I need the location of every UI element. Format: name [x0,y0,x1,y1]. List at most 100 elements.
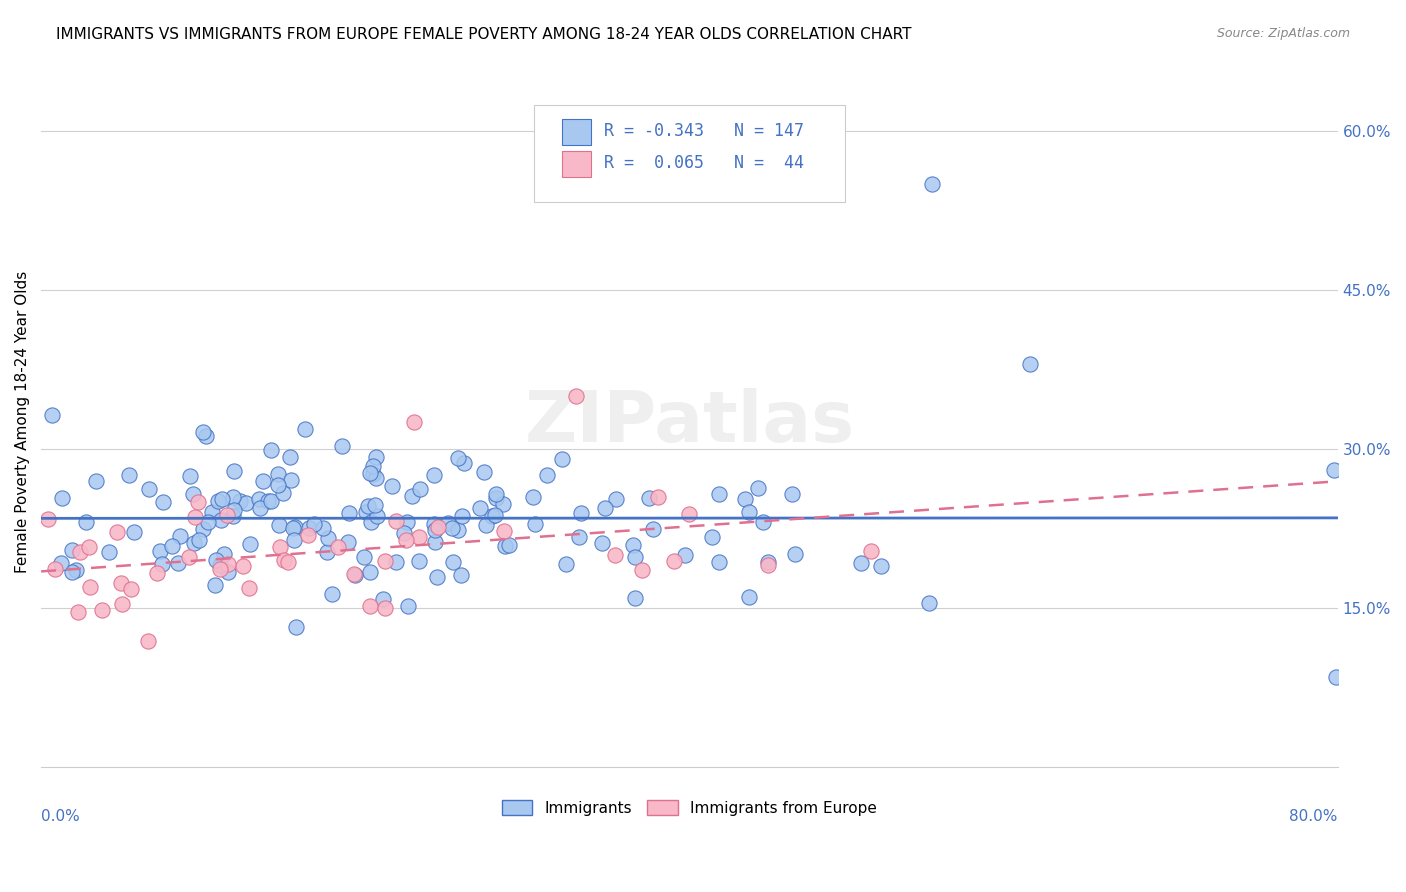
Point [312,521,335,535]
Point [409,482,432,496]
Point [621,538,644,552]
Point [177,549,200,564]
Point [167,556,190,570]
Point [235,496,257,510]
Point [756,555,779,569]
Point [222,491,245,505]
Point [441,555,464,569]
Point [408,554,430,568]
Point [179,468,201,483]
Point [366,450,388,464]
Point [569,506,592,520]
Point [69,545,91,559]
Point [41,408,63,422]
Point [120,582,142,596]
Point [191,522,214,536]
Point [641,522,664,536]
Point [224,503,246,517]
Point [536,468,558,483]
Point [278,450,301,464]
Point [200,505,222,519]
Point [498,538,520,552]
Point [257,493,280,508]
Point [423,467,446,482]
Point [440,521,463,535]
Point [249,500,271,515]
Text: 80.0%: 80.0% [1289,809,1337,823]
Point [523,517,546,532]
Point [339,506,361,520]
Point [194,429,217,443]
Point [494,539,516,553]
Point [183,536,205,550]
Point [522,491,544,505]
Point [707,556,730,570]
Point [756,558,779,573]
Point [702,530,724,544]
Point [485,487,508,501]
Point [494,524,516,539]
Point [427,519,450,533]
Point [75,516,97,530]
Text: R =  0.065   N =  44: R = 0.065 N = 44 [603,154,804,172]
Point [747,481,769,495]
Point [184,510,207,524]
Point [221,508,243,523]
Point [451,509,474,524]
Point [65,563,87,577]
Point [363,467,385,481]
Point [79,580,101,594]
Point [751,515,773,529]
Point [647,491,669,505]
Point [136,633,159,648]
Point [385,555,408,569]
Point [51,556,73,570]
Point [484,508,506,522]
Point [152,495,174,509]
Point [381,479,404,493]
Point [321,587,343,601]
Point [84,474,107,488]
Point [859,543,882,558]
Point [425,523,447,537]
Point [318,531,340,545]
Point [734,492,756,507]
Point [425,535,447,549]
Point [298,521,321,535]
Point [107,524,129,539]
Point [450,568,472,582]
Point [260,443,283,458]
Point [366,508,388,523]
Point [214,547,236,561]
Point [294,422,316,436]
Point [485,491,508,505]
Point [273,553,295,567]
Text: ZIPatlas: ZIPatlas [524,388,855,457]
Point [271,486,294,500]
Point [280,474,302,488]
Point [401,489,423,503]
Point [232,559,254,574]
Point [423,516,446,531]
Point [554,557,576,571]
Point [97,545,120,559]
Point [707,486,730,500]
Point [343,567,366,582]
Point [357,499,380,513]
Point [44,562,66,576]
Point [238,581,260,595]
Point [187,533,209,547]
Point [366,471,388,485]
Point [468,501,491,516]
Point [67,606,90,620]
Point [285,619,308,633]
Text: IMMIGRANTS VS IMMIGRANTS FROM EUROPE FEMALE POVERTY AMONG 18-24 YEAR OLDS CORREL: IMMIGRANTS VS IMMIGRANTS FROM EUROPE FEM… [56,27,911,42]
Point [738,591,761,605]
Point [191,425,214,439]
Point [565,389,588,403]
Point [373,592,395,607]
Point [359,599,381,614]
Point [229,494,252,508]
Point [396,599,419,613]
Point [208,562,231,576]
